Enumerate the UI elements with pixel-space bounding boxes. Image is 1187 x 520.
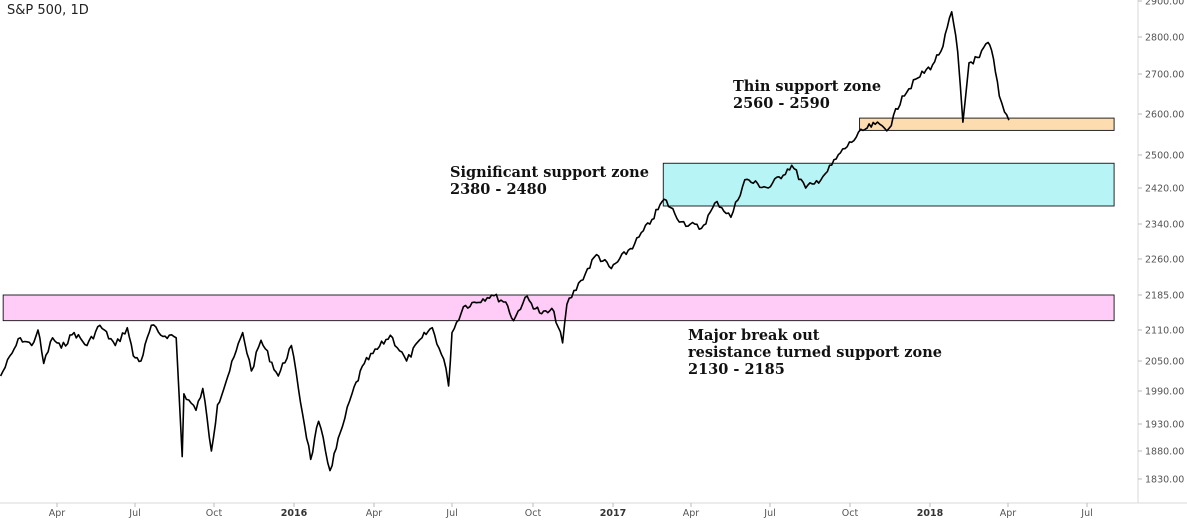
- annotation-line: Significant support zone: [450, 164, 649, 181]
- time-axis: Apr Jul Oct 2016 Apr Jul Oct 2017 Apr Jul Oct 2018 A…: [49, 503, 1093, 519]
- price-tick-label: 2420.00: [1145, 184, 1184, 195]
- price-tick-label: 2900.00: [1145, 0, 1184, 8]
- chart-title: S&P 500, 1D: [7, 3, 89, 18]
- price-series: [0, 11, 1010, 472]
- price-tick-label: 2110.00: [1145, 326, 1184, 337]
- annotation-line: 2560 - 2590: [733, 95, 830, 112]
- time-tick-label: Apr: [683, 508, 700, 519]
- time-tick-label: Oct: [206, 508, 223, 519]
- time-tick-label: Jul: [445, 508, 457, 519]
- annotation-line: Major break out: [688, 327, 820, 344]
- significant-support-annotation: Significant support zone 2380 - 2480: [450, 164, 649, 198]
- annotation-line: 2380 - 2480: [450, 181, 547, 198]
- time-tick-label: 2016: [281, 508, 308, 519]
- time-tick-label: Apr: [49, 508, 66, 519]
- time-tick-label: Oct: [842, 508, 859, 519]
- time-tick-label: 2018: [917, 508, 944, 519]
- annotation-line: resistance turned support zone: [688, 344, 942, 361]
- price-tick-label: 2050.00: [1145, 357, 1184, 368]
- thin-support-annotation: Thin support zone 2560 - 2590: [733, 78, 881, 112]
- price-axis: 2900.00 2800.00 2700.00 2600.00 2500.00 2420.…: [1138, 0, 1184, 486]
- price-tick-label: 2500.00: [1145, 151, 1184, 162]
- price-tick-label: 2260.00: [1145, 255, 1184, 266]
- price-line: [0, 11, 1010, 472]
- price-tick-label: 1930.00: [1145, 420, 1184, 431]
- annotation-line: 2130 - 2185: [688, 361, 785, 378]
- price-tick-label: 1830.00: [1145, 475, 1184, 486]
- significant-support-zone: [662, 162, 1115, 207]
- time-tick-label: 2017: [600, 508, 626, 519]
- time-tick-label: Apr: [366, 508, 383, 519]
- thin-support-zone: [859, 117, 1115, 131]
- major-breakout-zone: [2, 294, 1115, 322]
- major-breakout-annotation: Major break out resistance turned support…: [688, 327, 942, 378]
- time-tick-label: Apr: [1000, 508, 1017, 519]
- time-tick-label: Oct: [525, 508, 542, 519]
- price-tick-label: 2340.00: [1145, 220, 1184, 231]
- price-tick-label: 2185.00: [1145, 291, 1184, 302]
- time-tick-label: Jul: [1080, 508, 1092, 519]
- zone-annotations: Major break out resistance turned support…: [450, 78, 942, 378]
- time-tick-label: Jul: [128, 508, 140, 519]
- price-tick-label: 2600.00: [1145, 110, 1184, 121]
- price-tick-label: 2700.00: [1145, 70, 1184, 81]
- price-tick-label: 1880.00: [1145, 447, 1184, 458]
- price-tick-label: 2800.00: [1145, 33, 1184, 44]
- annotation-line: Thin support zone: [733, 78, 881, 95]
- price-tick-label: 1990.00: [1145, 387, 1184, 398]
- time-tick-label: Jul: [763, 508, 775, 519]
